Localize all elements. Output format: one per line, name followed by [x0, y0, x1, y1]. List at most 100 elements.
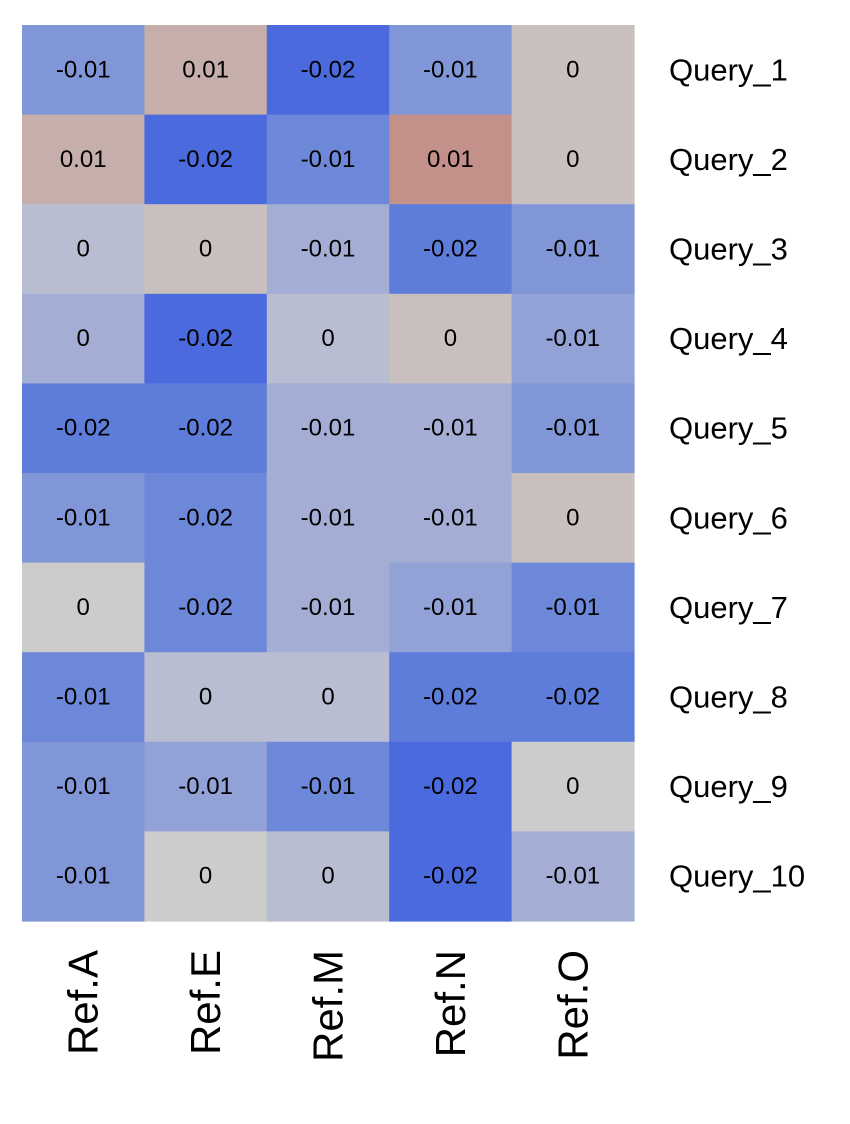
heatmap-cell — [389, 25, 513, 116]
cell-value-label: 0 — [77, 325, 90, 352]
column-label: Ref.N — [427, 950, 474, 1057]
cell-value-label: -0.02 — [545, 684, 600, 711]
heatmap-cell — [266, 562, 390, 653]
cell-value-label: -0.01 — [545, 863, 600, 890]
cell-value-label: 0 — [566, 773, 579, 800]
heatmap-cell — [511, 204, 635, 295]
cell-value-label: -0.01 — [56, 504, 111, 531]
cell-value-label: 0.01 — [182, 56, 229, 83]
cell-value-label: 0 — [199, 236, 212, 263]
cell-value-label: 0.01 — [427, 146, 474, 173]
heatmap-cell — [22, 831, 145, 922]
heatmap-cell — [266, 383, 390, 474]
row-label: Query_6 — [669, 500, 788, 535]
heatmap-cell — [266, 293, 390, 384]
cell-value-label: 0 — [77, 594, 90, 621]
cell-value-label: -0.01 — [301, 504, 356, 531]
heatmap-cell — [22, 204, 145, 295]
heatmap-cell — [389, 383, 513, 474]
cell-value-label: -0.02 — [423, 773, 478, 800]
heatmap-cell — [266, 652, 390, 743]
cell-value-label: -0.01 — [56, 773, 111, 800]
cell-value-label: 0 — [321, 325, 334, 352]
heatmap-cell — [266, 831, 390, 922]
heatmap-value-labels: -0.01 0.01 -0.02 -0.01 0 0.01 -0.02 -0.01 0.01 0 0… — [56, 56, 600, 889]
cell-value-label: -0.02 — [178, 594, 233, 621]
row-label: Query_2 — [669, 142, 788, 177]
heatmap-cell — [511, 114, 635, 205]
heatmap-cell — [144, 562, 268, 653]
heatmap-cell — [22, 293, 145, 384]
row-label: Query_10 — [669, 859, 805, 894]
column-labels: Ref.A Ref.E Ref.M Ref.N Ref.O — [60, 950, 597, 1062]
cell-value-label: -0.02 — [178, 415, 233, 442]
heatmap-cell — [389, 741, 513, 832]
cell-value-label: -0.02 — [423, 236, 478, 263]
heatmap-cell — [389, 293, 513, 384]
cell-value-label: 0 — [444, 325, 457, 352]
cell-value-label: -0.01 — [423, 504, 478, 531]
heatmap-cell — [22, 25, 145, 116]
cell-value-label: -0.02 — [423, 684, 478, 711]
cell-value-label: -0.02 — [423, 863, 478, 890]
cell-value-label: -0.01 — [545, 236, 600, 263]
cell-value-label: -0.01 — [301, 594, 356, 621]
row-label: Query_5 — [669, 411, 788, 446]
heatmap-cell — [389, 562, 513, 653]
heatmap-cell — [389, 204, 513, 295]
heatmap-cell — [266, 741, 390, 832]
cell-value-label: 0.01 — [60, 146, 107, 173]
heatmap-cell — [511, 831, 635, 922]
heatmap-cell — [144, 114, 268, 205]
row-labels: Query_1 Query_2 Query_3 Query_4 Query_5 Query… — [669, 52, 805, 893]
heatmap-cell — [266, 114, 390, 205]
cell-value-label: -0.01 — [56, 684, 111, 711]
cell-value-label: -0.01 — [56, 56, 111, 83]
heatmap-cell — [511, 383, 635, 474]
heatmap-cell — [22, 652, 145, 743]
heatmap-cell — [144, 383, 268, 474]
cell-value-label: -0.01 — [301, 236, 356, 263]
cell-value-label: 0 — [566, 504, 579, 531]
heatmap-cells — [22, 25, 635, 922]
heatmap-cell — [22, 741, 145, 832]
heatmap-cell — [511, 652, 635, 743]
heatmap-cell — [266, 204, 390, 295]
heatmap-cell — [511, 25, 635, 116]
row-label: Query_8 — [669, 680, 788, 715]
column-label: Ref.M — [305, 950, 352, 1062]
heatmap-cell — [144, 652, 268, 743]
row-label: Query_9 — [669, 769, 788, 804]
heatmap-cell — [144, 473, 268, 564]
cell-value-label: 0 — [199, 863, 212, 890]
heatmap-cell — [266, 25, 390, 116]
heatmap-cell — [511, 473, 635, 564]
heatmap-cell — [22, 383, 145, 474]
heatmap-cell — [389, 831, 513, 922]
cell-value-label: 0 — [77, 236, 90, 263]
row-label: Query_4 — [669, 321, 788, 356]
cell-value-label: -0.01 — [178, 773, 233, 800]
cell-value-label: -0.01 — [545, 415, 600, 442]
cell-value-label: -0.01 — [423, 415, 478, 442]
column-label: Ref.O — [549, 950, 596, 1060]
heatmap-cell — [511, 562, 635, 653]
cell-value-label: 0 — [321, 863, 334, 890]
row-label: Query_1 — [669, 52, 788, 87]
cell-value-label: -0.01 — [56, 863, 111, 890]
heatmap-cell — [389, 473, 513, 564]
heatmap-cell — [144, 204, 268, 295]
cell-value-label: 0 — [199, 684, 212, 711]
cell-value-label: -0.02 — [178, 504, 233, 531]
cell-value-label: -0.02 — [178, 146, 233, 173]
heatmap-cell — [22, 562, 145, 653]
heatmap-cell — [144, 741, 268, 832]
heatmap-cell — [144, 293, 268, 384]
cell-value-label: -0.01 — [301, 146, 356, 173]
heatmap-cell — [389, 652, 513, 743]
heatmap-cell — [144, 25, 268, 116]
cell-value-label: -0.01 — [301, 773, 356, 800]
heatmap-cell — [22, 114, 145, 205]
heatmap-cell — [22, 473, 145, 564]
